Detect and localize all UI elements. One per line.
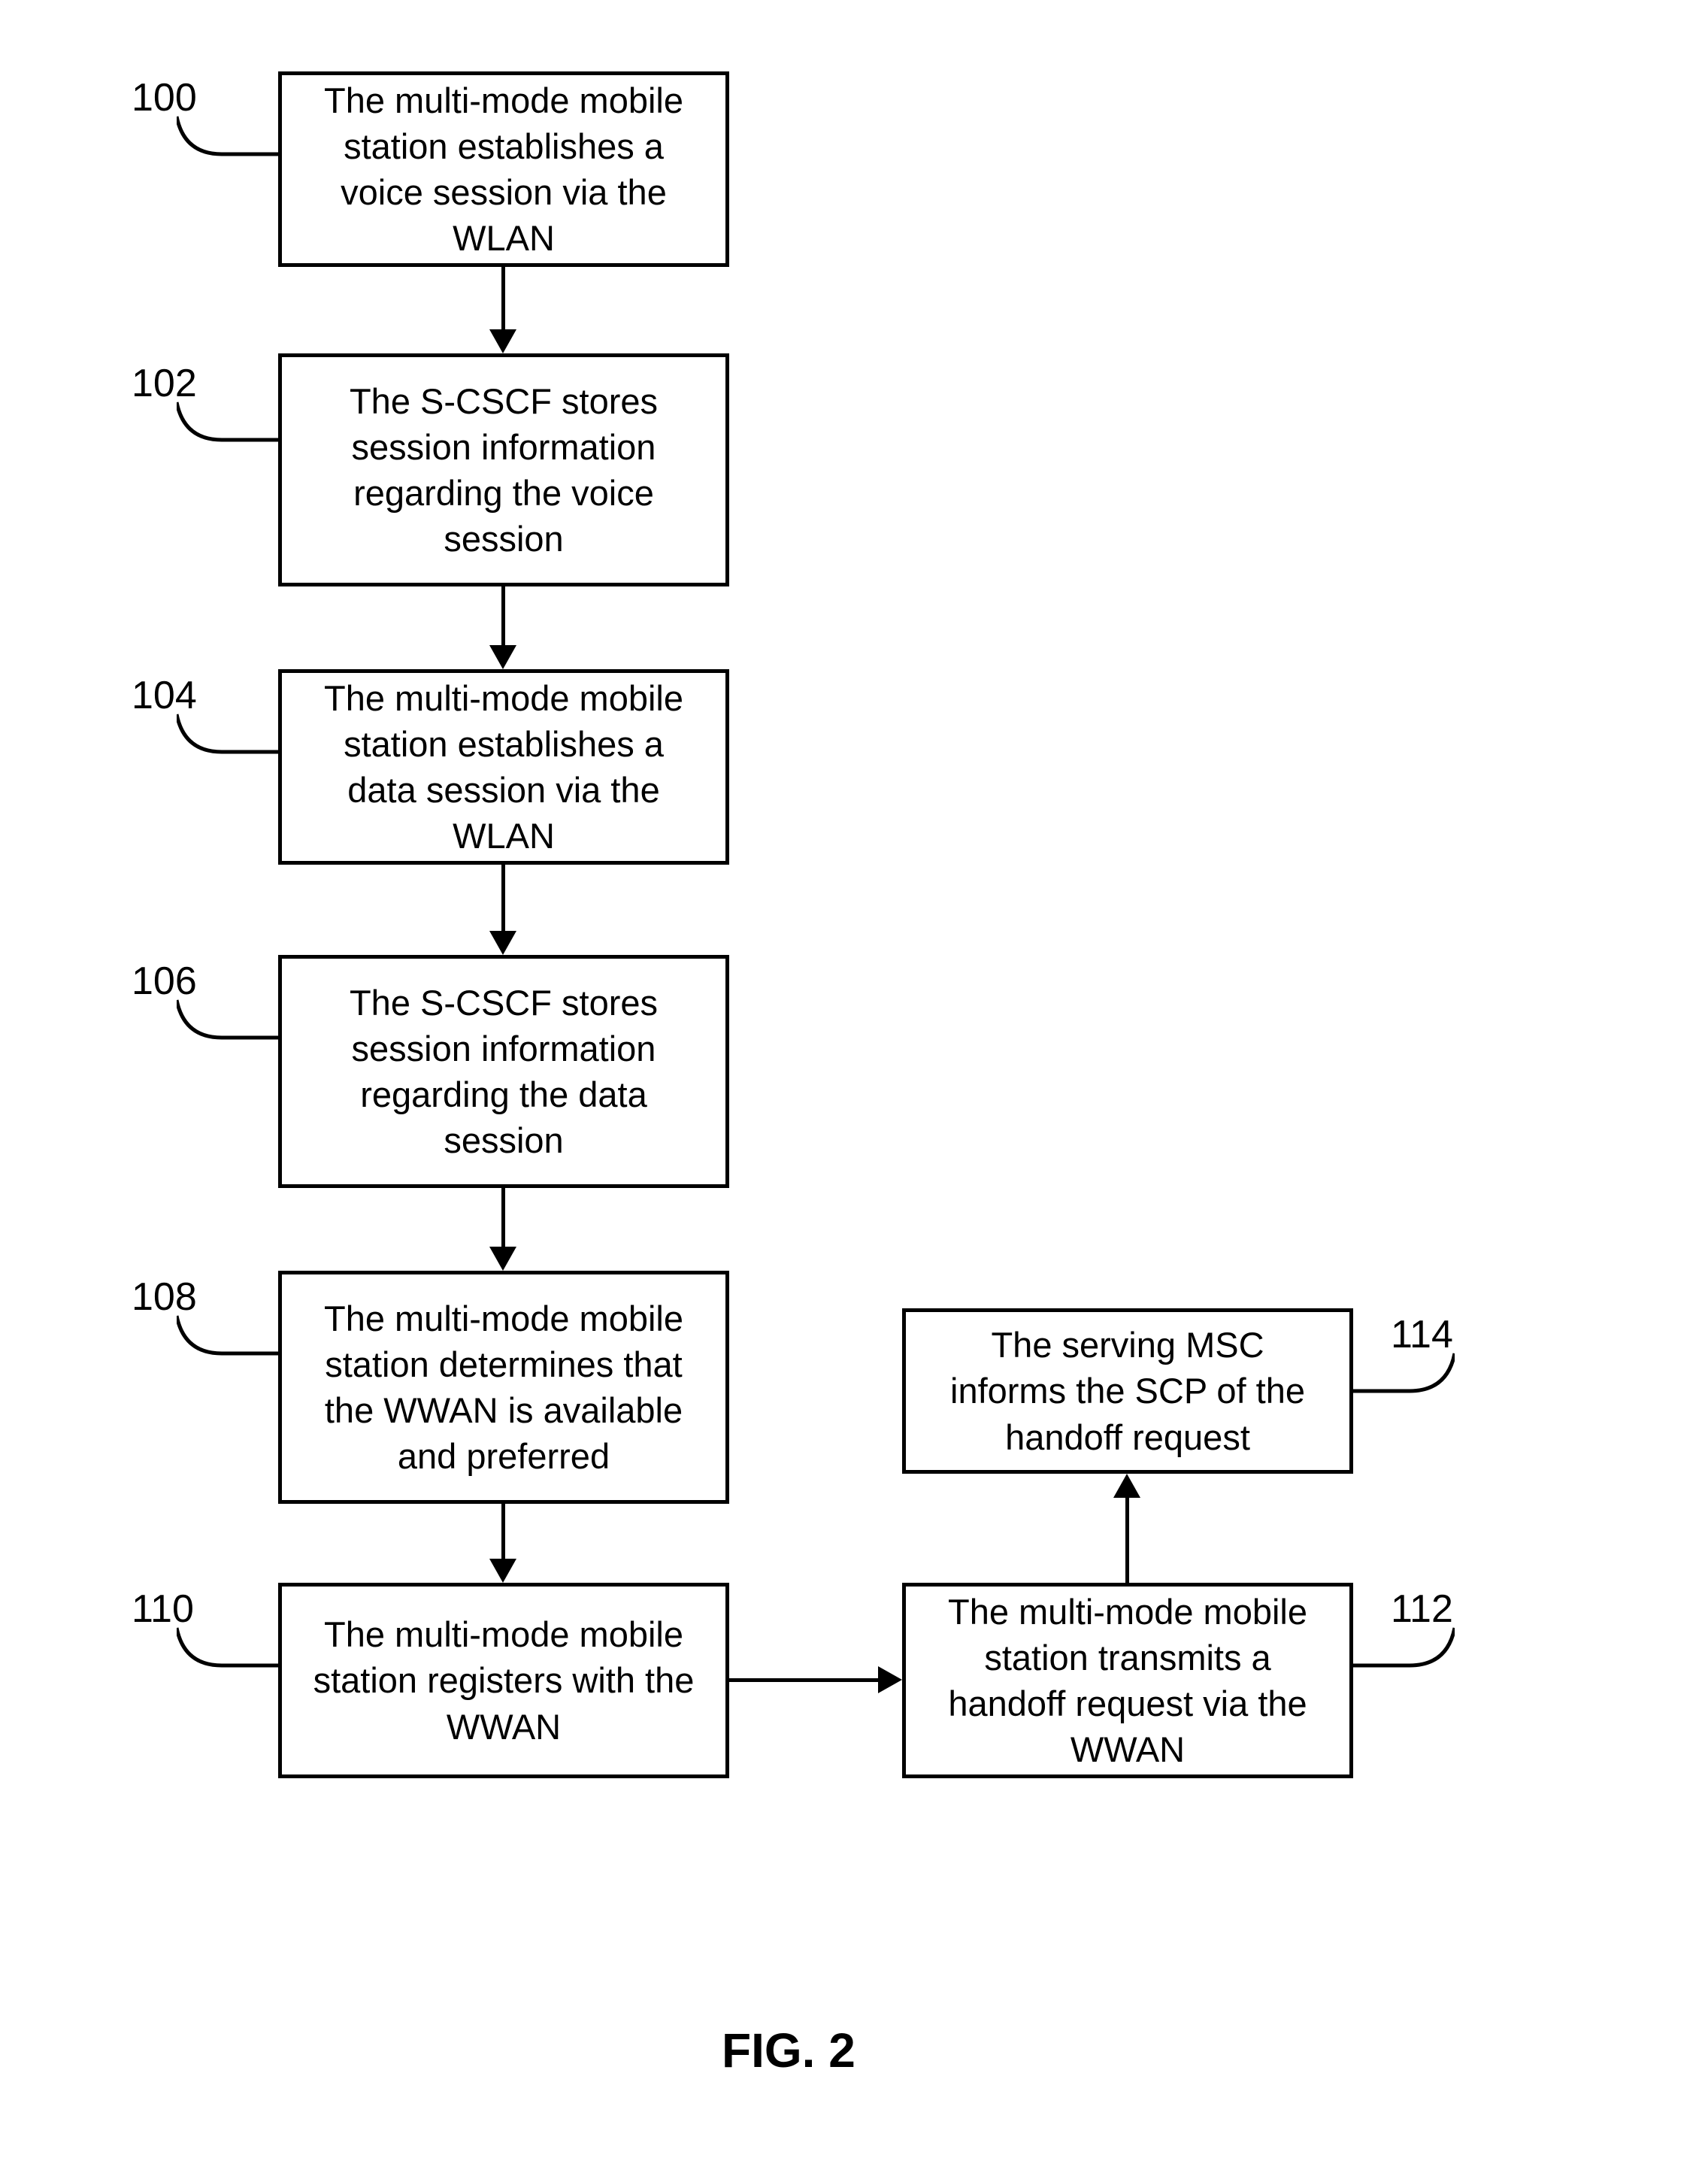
flowchart-container: The multi-mode mobile station establishe… bbox=[0, 0, 1708, 2173]
flowchart-box-110: The multi-mode mobile station registers … bbox=[278, 1583, 729, 1778]
box-text: The multi-mode mobile station determines… bbox=[304, 1296, 703, 1479]
arrow-110-112 bbox=[729, 1678, 880, 1682]
box-text: The multi-mode mobile station transmits … bbox=[928, 1589, 1327, 1772]
box-label-108: 108 bbox=[132, 1274, 197, 1320]
arrow-head-100-102 bbox=[489, 329, 516, 353]
arrow-head-104-106 bbox=[489, 931, 516, 955]
flowchart-box-100: The multi-mode mobile station establishe… bbox=[278, 71, 729, 267]
box-text: The multi-mode mobile station establishe… bbox=[304, 77, 703, 261]
box-text: The S-CSCF stores session information re… bbox=[304, 378, 703, 562]
arrow-head-108-110 bbox=[489, 1559, 516, 1583]
arrow-112-114 bbox=[1125, 1498, 1129, 1583]
arrow-100-102 bbox=[501, 267, 505, 331]
box-text: The serving MSC informs the SCP of the h… bbox=[928, 1322, 1327, 1459]
arrow-102-104 bbox=[501, 586, 505, 647]
arrow-head-102-104 bbox=[489, 645, 516, 669]
box-label-110: 110 bbox=[132, 1587, 194, 1632]
box-label-114: 114 bbox=[1391, 1312, 1453, 1357]
figure-caption: FIG. 2 bbox=[722, 2023, 856, 2078]
box-label-106: 106 bbox=[132, 959, 197, 1004]
flowchart-box-102: The S-CSCF stores session information re… bbox=[278, 353, 729, 586]
flowchart-box-114: The serving MSC informs the SCP of the h… bbox=[902, 1308, 1353, 1474]
flowchart-box-108: The multi-mode mobile station determines… bbox=[278, 1271, 729, 1504]
arrow-head-106-108 bbox=[489, 1247, 516, 1271]
box-label-100: 100 bbox=[132, 75, 197, 120]
arrow-104-106 bbox=[501, 865, 505, 932]
box-text: The multi-mode mobile station registers … bbox=[304, 1611, 703, 1749]
flowchart-box-112: The multi-mode mobile station transmits … bbox=[902, 1583, 1353, 1778]
arrow-106-108 bbox=[501, 1188, 505, 1248]
arrow-108-110 bbox=[501, 1504, 505, 1560]
box-label-104: 104 bbox=[132, 673, 197, 718]
arrow-head-112-114 bbox=[1113, 1474, 1140, 1498]
flowchart-box-104: The multi-mode mobile station establishe… bbox=[278, 669, 729, 865]
box-text: The S-CSCF stores session information re… bbox=[304, 980, 703, 1163]
arrow-head-110-112 bbox=[878, 1666, 902, 1693]
box-label-112: 112 bbox=[1391, 1587, 1453, 1632]
box-label-102: 102 bbox=[132, 361, 197, 406]
flowchart-box-106: The S-CSCF stores session information re… bbox=[278, 955, 729, 1188]
box-text: The multi-mode mobile station establishe… bbox=[304, 675, 703, 859]
